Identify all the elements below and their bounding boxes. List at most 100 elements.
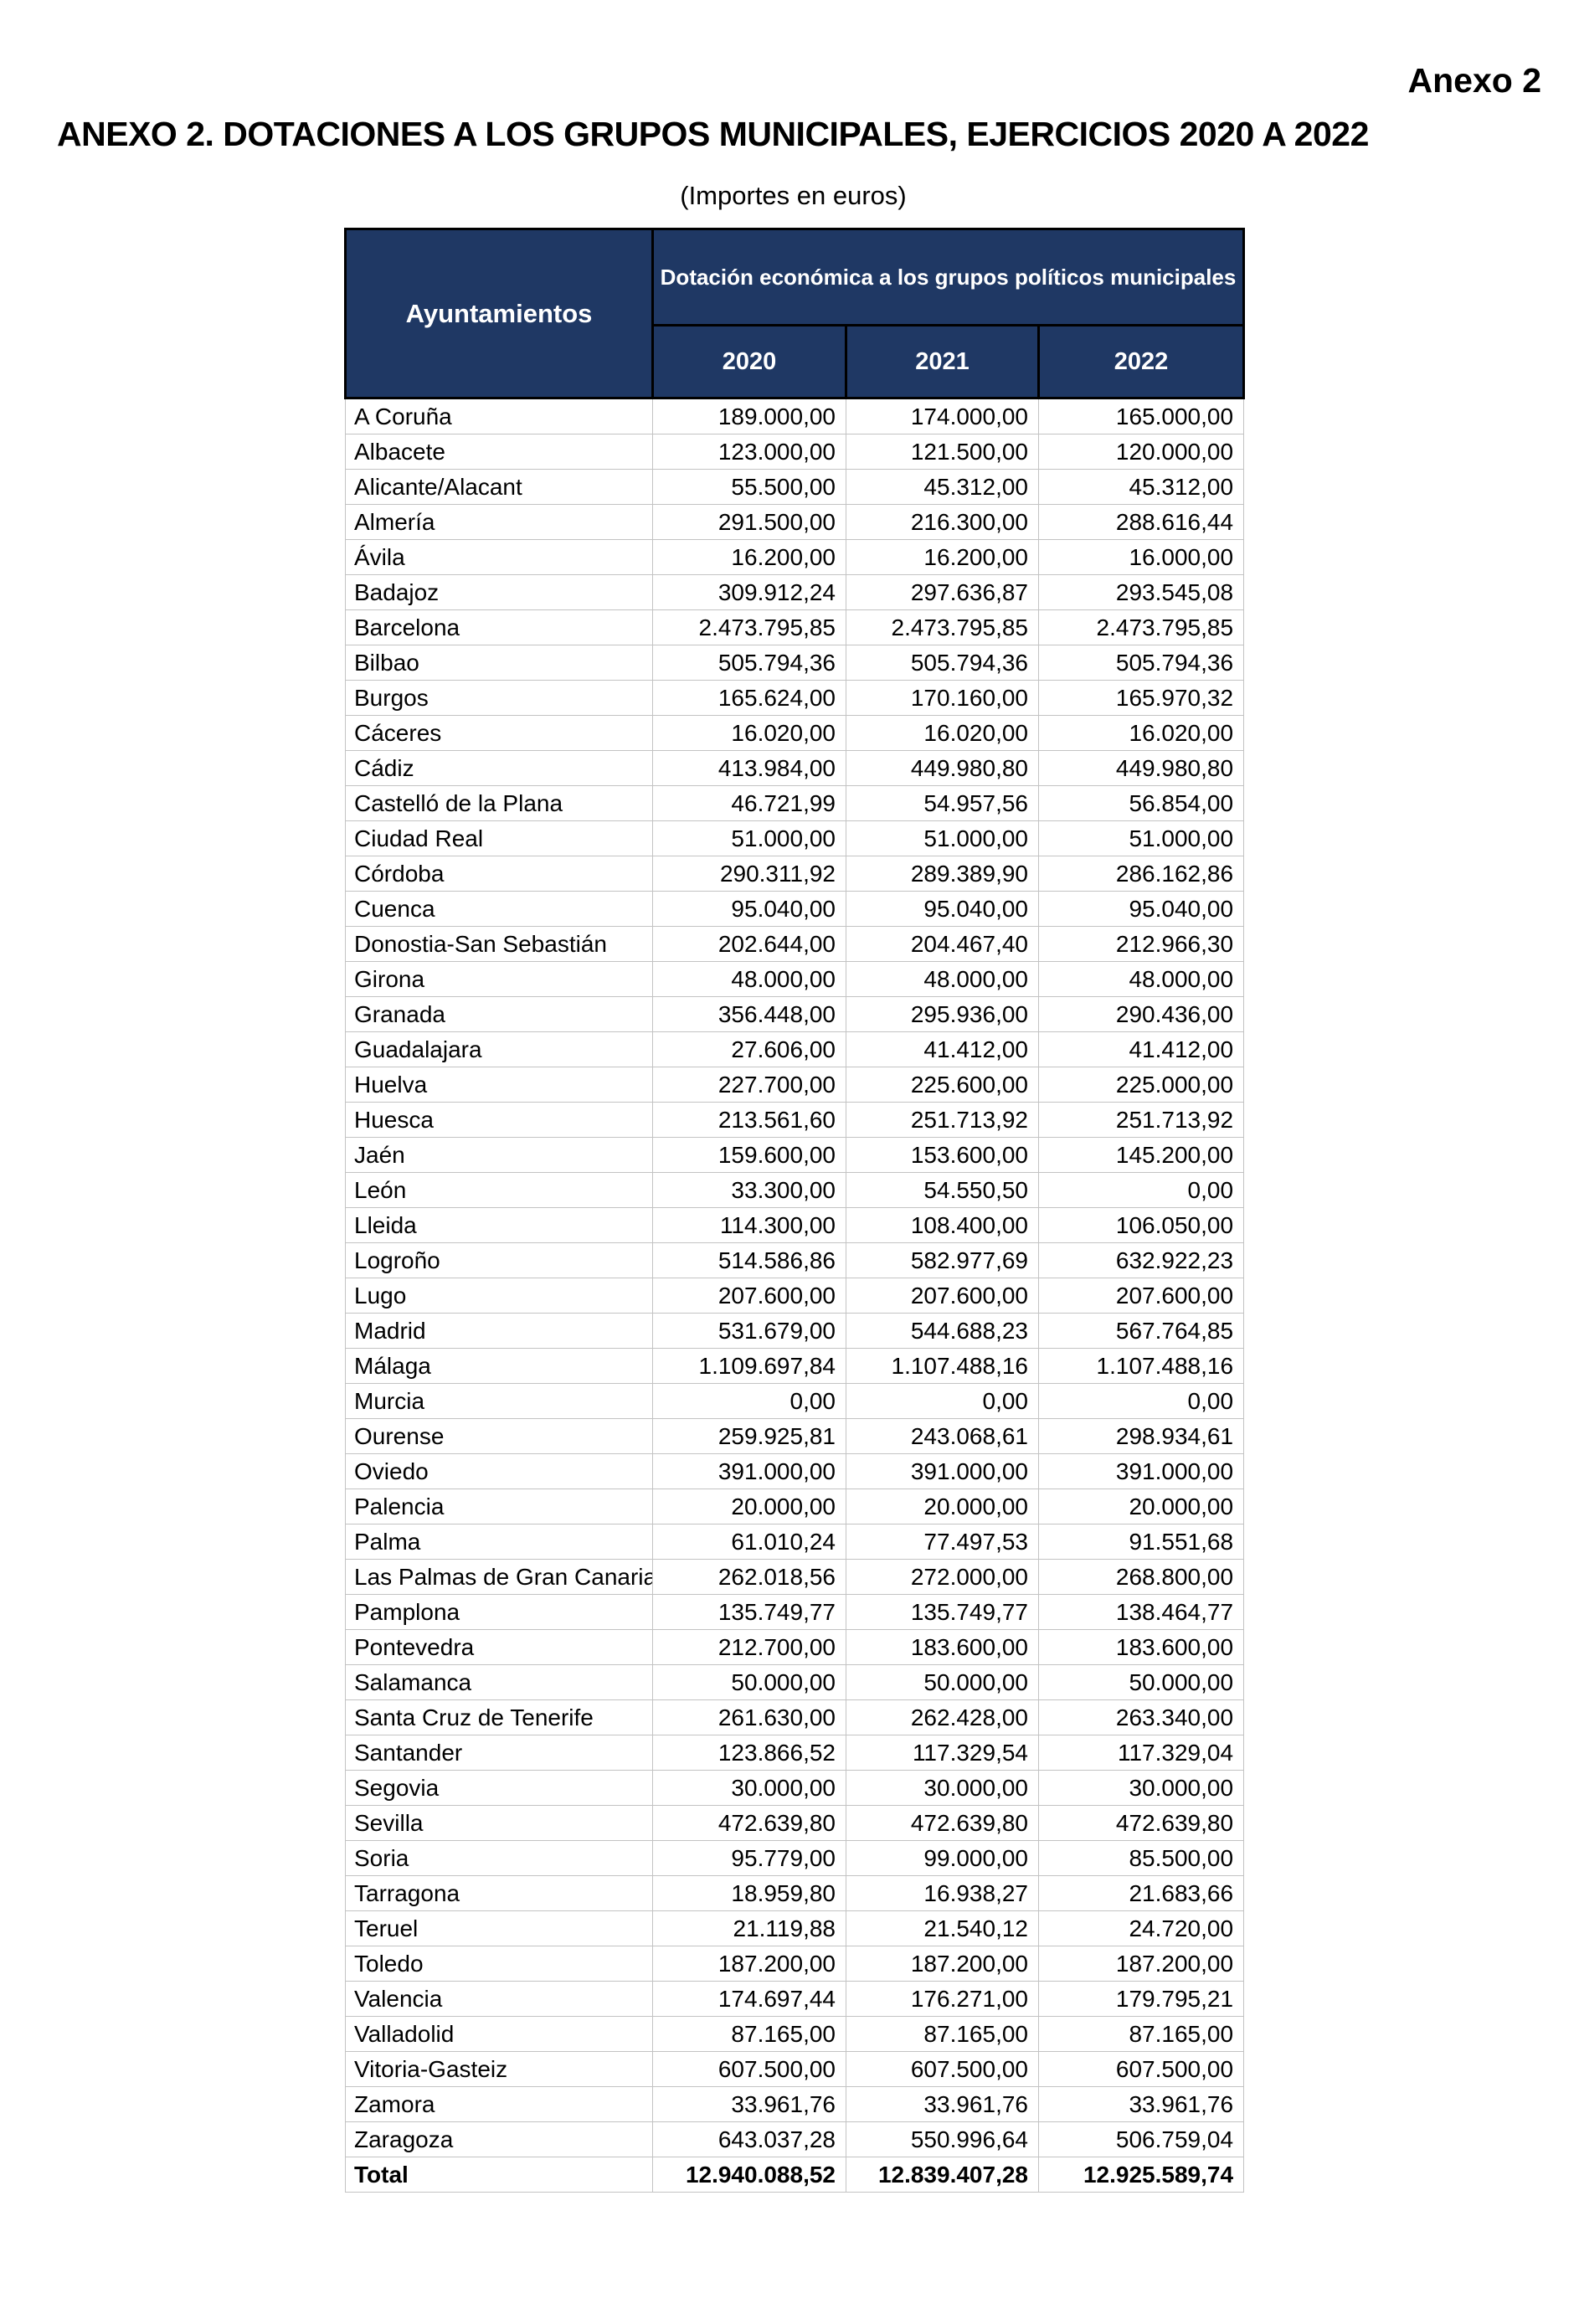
value-cell-2022: 268.800,00 xyxy=(1037,1559,1245,1595)
table-row: Bilbao 505.794,36 505.794,36 505.794,36 xyxy=(345,645,1245,681)
city-name-cell: Tarragona xyxy=(345,1875,653,1911)
table-row: Córdoba 290.311,92 289.389,90 286.162,86 xyxy=(345,856,1245,892)
value-cell-2021: 95.040,00 xyxy=(846,891,1039,927)
value-cell-2020: 607.500,00 xyxy=(652,2051,846,2087)
value-cell-2020: 291.500,00 xyxy=(652,504,846,540)
table-row: Huesca 213.561,60 251.713,92 251.713,92 xyxy=(345,1102,1245,1138)
value-cell-2022: 51.000,00 xyxy=(1037,820,1245,856)
value-cell-2022: 0,00 xyxy=(1037,1172,1245,1208)
table-row: Salamanca 50.000,00 50.000,00 50.000,00 xyxy=(345,1664,1245,1700)
city-name-cell: Girona xyxy=(345,961,653,997)
column-header-ayuntamientos: Ayuntamientos xyxy=(344,228,654,399)
city-name-cell: Valencia xyxy=(345,1981,653,2017)
total-value-cell-2022: 12.925.589,74 xyxy=(1037,2157,1245,2193)
value-cell-2021: 16.938,27 xyxy=(846,1875,1039,1911)
value-cell-2021: 117.329,54 xyxy=(846,1735,1039,1771)
value-cell-2022: 2.473.795,85 xyxy=(1037,609,1245,645)
city-name-cell: Logroño xyxy=(345,1242,653,1278)
group-header-row: Ayuntamientos Dotación económica a los g… xyxy=(344,228,1246,399)
table-row: Palma 61.010,24 77.497,53 91.551,68 xyxy=(345,1524,1245,1560)
value-cell-2022: 91.551,68 xyxy=(1037,1524,1245,1560)
value-cell-2021: 135.749,77 xyxy=(846,1594,1039,1630)
table-row: Málaga 1.109.697,84 1.107.488,16 1.107.488,… xyxy=(345,1348,1245,1384)
table-body: A Coruña 189.000,00 174.000,00 165.000,00 Al… xyxy=(345,398,1245,2193)
city-name-cell: Burgos xyxy=(345,680,653,716)
table-row: Valencia 174.697,44 176.271,00 179.795,21 xyxy=(345,1981,1245,2017)
value-cell-2021: 50.000,00 xyxy=(846,1664,1039,1700)
value-cell-2022: 120.000,00 xyxy=(1037,434,1245,470)
value-cell-2021: 582.977,69 xyxy=(846,1242,1039,1278)
value-cell-2021: 51.000,00 xyxy=(846,820,1039,856)
value-cell-2020: 114.300,00 xyxy=(652,1207,846,1243)
table-header: Ayuntamientos Dotación económica a los g… xyxy=(344,228,1246,399)
value-cell-2022: 293.545,08 xyxy=(1037,574,1245,610)
table-row: Palencia 20.000,00 20.000,00 20.000,00 xyxy=(345,1488,1245,1524)
value-cell-2020: 391.000,00 xyxy=(652,1453,846,1489)
value-cell-2020: 262.018,56 xyxy=(652,1559,846,1595)
value-cell-2020: 61.010,24 xyxy=(652,1524,846,1560)
table-row: Castelló de la Plana 46.721,99 54.957,56 56… xyxy=(345,785,1245,821)
value-cell-2022: 87.165,00 xyxy=(1037,2016,1245,2052)
value-cell-2022: 290.436,00 xyxy=(1037,996,1245,1032)
table-row: Santander 123.866,52 117.329,54 117.329,04 xyxy=(345,1735,1245,1771)
value-cell-2022: 567.764,85 xyxy=(1037,1313,1245,1349)
value-cell-2021: 30.000,00 xyxy=(846,1770,1039,1806)
value-cell-2022: 20.000,00 xyxy=(1037,1488,1245,1524)
value-cell-2021: 207.600,00 xyxy=(846,1278,1039,1314)
city-name-cell: Guadalajara xyxy=(345,1031,653,1067)
value-cell-2021: 2.473.795,85 xyxy=(846,609,1039,645)
table-row: Teruel 21.119,88 21.540,12 24.720,00 xyxy=(345,1910,1245,1946)
value-cell-2020: 16.020,00 xyxy=(652,715,846,751)
value-cell-2020: 259.925,81 xyxy=(652,1418,846,1454)
table-row: Cáceres 16.020,00 16.020,00 16.020,00 xyxy=(345,715,1245,751)
city-name-cell: Segovia xyxy=(345,1770,653,1806)
city-name-cell: Murcia xyxy=(345,1383,653,1419)
year-header-2022: 2022 xyxy=(1036,324,1246,399)
value-cell-2022: 16.000,00 xyxy=(1037,539,1245,575)
value-cell-2021: 121.500,00 xyxy=(846,434,1039,470)
table-row: Pontevedra 212.700,00 183.600,00 183.600,00 xyxy=(345,1629,1245,1665)
city-name-cell: Oviedo xyxy=(345,1453,653,1489)
value-cell-2020: 356.448,00 xyxy=(652,996,846,1032)
city-name-cell: Donostia-San Sebastián xyxy=(345,926,653,962)
table-row: Zaragoza 643.037,28 550.996,64 506.759,04 xyxy=(345,2121,1245,2157)
table-row: Burgos 165.624,00 170.160,00 165.970,32 xyxy=(345,680,1245,716)
value-cell-2020: 33.300,00 xyxy=(652,1172,846,1208)
value-cell-2020: 290.311,92 xyxy=(652,856,846,892)
value-cell-2021: 544.688,23 xyxy=(846,1313,1039,1349)
value-cell-2022: 251.713,92 xyxy=(1037,1102,1245,1138)
value-cell-2020: 55.500,00 xyxy=(652,469,846,505)
value-cell-2020: 505.794,36 xyxy=(652,645,846,681)
table-row: Tarragona 18.959,80 16.938,27 21.683,66 xyxy=(345,1875,1245,1911)
value-cell-2021: 48.000,00 xyxy=(846,961,1039,997)
value-cell-2022: 449.980,80 xyxy=(1037,750,1245,786)
city-name-cell: A Coruña xyxy=(345,398,653,434)
city-name-cell: Almería xyxy=(345,504,653,540)
city-name-cell: Huesca xyxy=(345,1102,653,1138)
value-cell-2021: 54.957,56 xyxy=(846,785,1039,821)
city-name-cell: Barcelona xyxy=(345,609,653,645)
value-cell-2022: 286.162,86 xyxy=(1037,856,1245,892)
value-cell-2021: 295.936,00 xyxy=(846,996,1039,1032)
city-name-cell: Palma xyxy=(345,1524,653,1560)
city-name-cell: Cáceres xyxy=(345,715,653,751)
value-cell-2021: 0,00 xyxy=(846,1383,1039,1419)
city-name-cell: Huelva xyxy=(345,1067,653,1103)
city-name-cell: Alicante/Alacant xyxy=(345,469,653,505)
table-row: Lugo 207.600,00 207.600,00 207.600,00 xyxy=(345,1278,1245,1314)
table-container: Ayuntamientos Dotación económica a los g… xyxy=(344,228,1246,2193)
value-cell-2022: 165.000,00 xyxy=(1037,398,1245,434)
city-name-cell: Bilbao xyxy=(345,645,653,681)
value-cell-2020: 135.749,77 xyxy=(652,1594,846,1630)
table-row: Guadalajara 27.606,00 41.412,00 41.412,00 xyxy=(345,1031,1245,1067)
value-cell-2022: 16.020,00 xyxy=(1037,715,1245,751)
city-name-cell: Santa Cruz de Tenerife xyxy=(345,1699,653,1735)
table-row: Barcelona 2.473.795,85 2.473.795,85 2.473.7… xyxy=(345,609,1245,645)
table-row: Almería 291.500,00 216.300,00 288.616,44 xyxy=(345,504,1245,540)
city-name-cell: Toledo xyxy=(345,1946,653,1982)
value-cell-2022: 288.616,44 xyxy=(1037,504,1245,540)
city-name-cell: Sevilla xyxy=(345,1805,653,1841)
value-cell-2021: 33.961,76 xyxy=(846,2086,1039,2122)
table-row: Badajoz 309.912,24 297.636,87 293.545,08 xyxy=(345,574,1245,610)
